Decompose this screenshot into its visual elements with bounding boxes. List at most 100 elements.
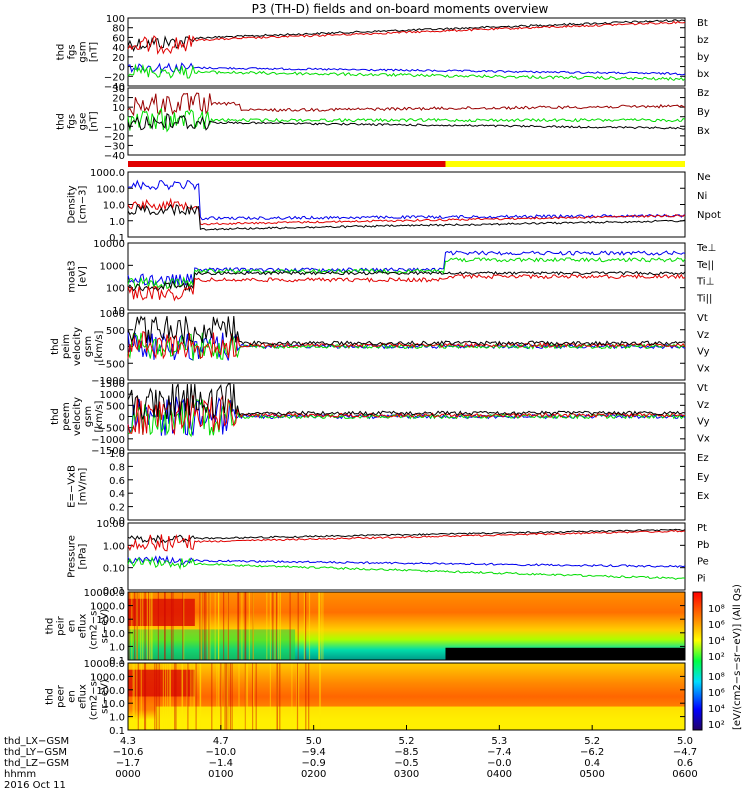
ylabel-line: [eV]	[78, 266, 89, 287]
ylabel-line: thd	[50, 408, 61, 425]
electron-velocity-ylabel: thdpeemvelocitygsm[km/s]	[50, 397, 105, 436]
ylabel-line: E=−VxB	[67, 465, 78, 508]
spectrogram-stripe	[252, 592, 254, 660]
spectrogram-stripe	[136, 592, 138, 660]
ylabel-line: fgs	[67, 114, 78, 129]
legend-item: Ey	[697, 472, 709, 483]
colorbar-tick-label: 10⁴	[708, 636, 725, 647]
ni-series-line	[127, 203, 686, 231]
x-tick-value: 0.4	[584, 758, 600, 769]
legend-item: By	[697, 107, 710, 118]
legend-item: Pe	[697, 557, 709, 568]
te-par-series-line	[127, 270, 686, 293]
x-tick-value: −0.9	[302, 758, 326, 769]
spectrogram-highflux-region	[128, 669, 195, 697]
ylabel-line: thd	[50, 338, 61, 355]
legend-item: Ni	[697, 191, 707, 202]
legend-item: Vx	[697, 363, 710, 374]
spectrogram-stripe	[238, 663, 240, 730]
x-tick-value: −7.4	[487, 747, 511, 758]
spectrogram-stripe	[137, 663, 139, 730]
vt-series-line	[127, 383, 686, 420]
spectrogram-stripe	[192, 663, 194, 730]
legend-item: Vz	[697, 330, 709, 341]
ion-spectrogram-frame	[127, 591, 686, 661]
spectrogram-stripe	[269, 592, 271, 660]
ylabel-line: gse	[78, 113, 89, 131]
spectrogram-stripe	[276, 663, 278, 730]
spectrogram-stripe	[181, 663, 184, 730]
spectrogram-stripe	[144, 663, 146, 730]
fgs-gse-ylabel: thdfgsgse[nT]	[56, 111, 100, 131]
x-tick-value: 5.2	[584, 736, 600, 747]
spectrogram-stripe	[269, 663, 271, 730]
spectrogram-stripe	[164, 592, 166, 660]
by-series-line	[127, 107, 686, 133]
y-tick-label: −40	[104, 151, 125, 162]
y-tick-label: 10.0	[103, 201, 125, 212]
spectrogram-stripe	[158, 663, 160, 730]
temperature-panel: 10000 1000 100 10 moat3[eV] Te⊥ Te|| Ti⊥ Ti||	[67, 239, 717, 317]
ion-velocity-panel: 1000 500 0 −500 −1000 thdpeimvelocitygsm[km/s…	[50, 309, 710, 387]
y-tick-label: −1000	[91, 376, 125, 387]
y-tick-label: 1000.0	[90, 672, 125, 683]
spectrogram-stripe	[253, 663, 255, 730]
y-tick-label: 20	[112, 53, 125, 64]
spectrogram-stripe	[224, 663, 226, 730]
y-tick-label: 0.01	[103, 586, 125, 597]
y-tick-label: 10	[112, 306, 125, 317]
ne-series-line	[127, 197, 686, 226]
spectrogram-stripe	[297, 592, 299, 660]
figure-title: P3 (TH-D) fields and on-board moments ov…	[252, 2, 549, 16]
ylabel-line: [mV/m]	[78, 468, 89, 506]
x-tick-value: 5.0	[306, 736, 322, 747]
ylabel-line: velocity	[72, 397, 83, 436]
y-tick-label: 0.1	[109, 726, 125, 737]
spectrogram-stripe	[150, 592, 152, 660]
ylabel-line: en	[67, 620, 78, 633]
te-perp-series-line	[127, 273, 686, 302]
x-tick-value: −9.4	[302, 747, 326, 758]
density-panel: 1000.0 100.0 10.0 1.0 0.1 Density[cm−3] Ne Ni Np…	[67, 168, 721, 244]
ylabel-line: velocity	[72, 327, 83, 366]
x-tick-value: 4.3	[120, 736, 136, 747]
pi-series-line	[127, 555, 686, 568]
spectrogram-stripe	[200, 663, 202, 730]
spectrogram-stripe	[322, 592, 324, 660]
ylabel-line: gsm	[78, 41, 89, 62]
spectrogram-stripe	[165, 663, 167, 730]
spectrogram-stripe	[142, 592, 144, 660]
y-tick-label: 10000.0	[84, 588, 125, 599]
spectrogram-stripe	[154, 663, 156, 730]
spectrogram-stripe	[225, 663, 227, 730]
y-tick-label: 10000	[93, 239, 125, 250]
spectrogram-stripe	[276, 663, 278, 730]
spectrogram-stripe	[169, 663, 171, 730]
ion-spectrogram-image	[128, 592, 685, 660]
ion-spectrogram-panel: 10000.0 1000.0 100.0 10.0 1.0 0.1 thdpeirenefl…	[45, 588, 686, 667]
y-tick-label: 1500	[100, 379, 125, 390]
spectrogram-stripe	[291, 663, 293, 730]
legend-item: Ne	[697, 172, 711, 183]
spectrogram-stripe	[276, 663, 278, 730]
spectrogram-stripe	[319, 663, 321, 730]
vt-series-line	[127, 315, 686, 347]
legend-item: Pt	[697, 523, 707, 534]
spectrogram-stripe	[190, 663, 192, 730]
x-tick-value: 5.0	[677, 736, 693, 747]
spectrogram-lowflux-region	[155, 706, 686, 730]
x-tick-value: 0300	[394, 769, 419, 780]
spectrogram-stripe	[151, 592, 153, 660]
spectrogram-stripe	[296, 663, 298, 730]
spectrogram-stripe	[296, 663, 299, 730]
pressure-frame	[127, 522, 686, 591]
legend-item: Bt	[697, 18, 708, 29]
spectrogram-stripe	[266, 592, 268, 660]
bt-series-line	[127, 19, 686, 52]
spectrogram-stripe	[136, 592, 138, 660]
y-tick-label: 1000	[100, 309, 125, 320]
legend-item: Vt	[697, 313, 708, 324]
spectrogram-stripe	[172, 592, 174, 660]
y-tick-label: 0.10	[103, 564, 125, 575]
legend-item: Vy	[697, 347, 710, 358]
